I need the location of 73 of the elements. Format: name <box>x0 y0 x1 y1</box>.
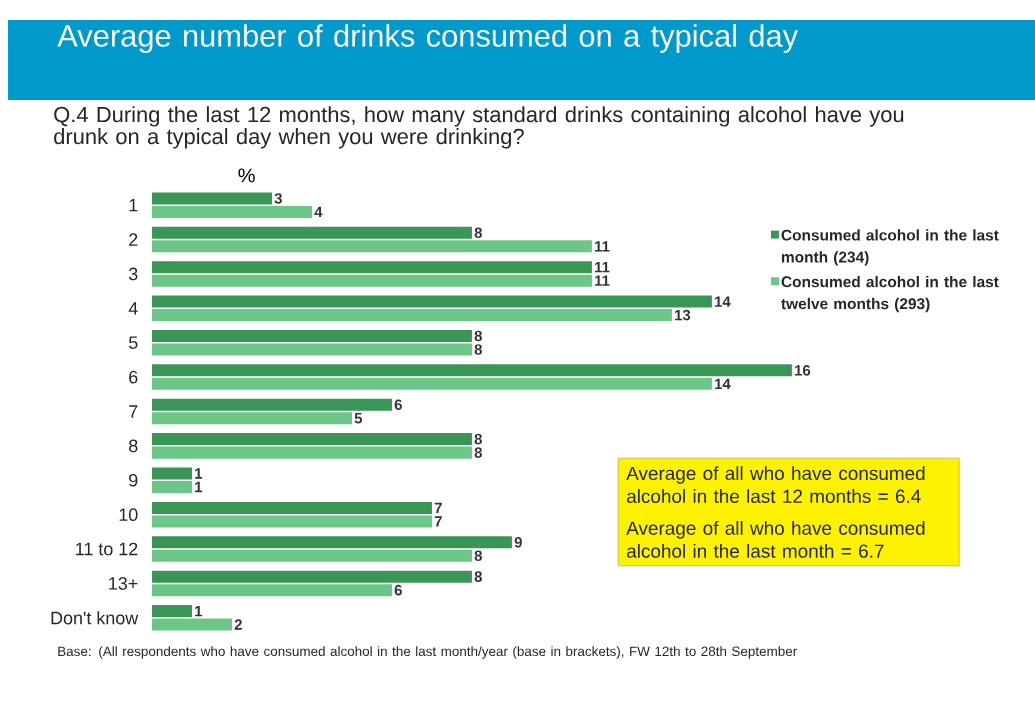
data-label: 9 <box>514 536 522 548</box>
y-tick-label: 4 <box>128 302 138 315</box>
y-tick-label: 11 to 12 <box>76 542 138 556</box>
data-label: 1 <box>195 481 203 493</box>
bar <box>152 309 672 322</box>
data-label: 8 <box>474 447 482 458</box>
bar <box>152 467 192 480</box>
bar <box>152 618 232 631</box>
bar <box>152 205 312 218</box>
bar <box>152 274 592 287</box>
data-label: 13 <box>675 309 691 321</box>
y-tick-label: 2 <box>129 233 138 246</box>
bar <box>152 605 192 618</box>
y-tick-label: 5 <box>128 336 138 349</box>
bar <box>152 501 432 514</box>
bar <box>152 240 592 253</box>
data-label: 2 <box>234 619 242 630</box>
bar <box>152 329 472 342</box>
y-tick-label: 1 <box>129 199 138 212</box>
data-label: 7 <box>434 502 442 514</box>
data-label: 11 <box>595 241 610 252</box>
data-label: 16 <box>795 365 811 376</box>
data-label: 8 <box>474 571 482 582</box>
data-label: 14 <box>715 378 731 389</box>
y-tick-label: 13+ <box>109 577 138 590</box>
legend-label: Consumed alcohol in the last month (234) <box>781 229 999 266</box>
chart-title: Average number of drinks consumed on a typical day <box>57 24 799 53</box>
data-label: 5 <box>354 413 363 424</box>
data-label: 3 <box>274 193 282 204</box>
data-label: 6 <box>394 399 402 411</box>
chart-subtitle: Q.4 During the last 12 months, how many standard drinks containing alcohol have you drunk on a typical day when you were drinking? <box>54 106 904 149</box>
data-label: 8 <box>474 344 482 355</box>
data-label: 8 <box>474 227 482 239</box>
y-tick-label: Don't know <box>51 611 139 625</box>
annotation: Average of all who have consumed alcohol in the last month = 6.7 <box>626 521 925 558</box>
bar <box>152 446 472 459</box>
bar <box>152 261 592 274</box>
annotation: Average of all who have consumed alcohol in the last 12 months = 6.4 <box>626 466 925 503</box>
bar <box>152 412 352 425</box>
bar <box>152 398 392 411</box>
data-label: 11 <box>595 275 610 286</box>
bar <box>152 481 192 494</box>
y-tick-label: 6 <box>129 370 138 384</box>
bar <box>152 192 272 205</box>
bar <box>152 343 472 356</box>
bar <box>152 377 712 390</box>
bar <box>152 515 432 528</box>
y-tick-label: 3 <box>128 267 138 281</box>
data-label: 8 <box>474 550 482 562</box>
bar <box>152 433 472 446</box>
data-label: 8 <box>474 433 482 445</box>
legend-label: Consumed alcohol in the last twelve months (293) <box>781 275 999 313</box>
data-label: 4 <box>314 206 323 218</box>
text: Base: (All respondents who have consumed alcohol in the last month/year (base in brackets), FW 12th to 28th September <box>58 646 797 659</box>
bar <box>152 295 712 308</box>
y-tick-label: 9 <box>129 473 138 487</box>
bar <box>152 364 792 377</box>
bar <box>152 584 392 597</box>
data-label: 6 <box>394 584 402 596</box>
bar <box>152 226 472 239</box>
bar <box>152 570 472 583</box>
data-label: 14 <box>715 296 731 307</box>
data-label: 11 <box>595 262 610 273</box>
data-label: 8 <box>474 330 482 342</box>
data-label: 1 <box>195 605 203 617</box>
x-axis-title: % <box>238 168 255 183</box>
bar <box>152 549 472 562</box>
data-label: 7 <box>434 516 442 527</box>
y-tick-label: 8 <box>129 439 138 453</box>
y-tick-label: 7 <box>129 405 138 418</box>
data-label: 1 <box>195 468 203 479</box>
y-tick-label: 10 <box>119 508 138 521</box>
bar <box>152 536 512 549</box>
